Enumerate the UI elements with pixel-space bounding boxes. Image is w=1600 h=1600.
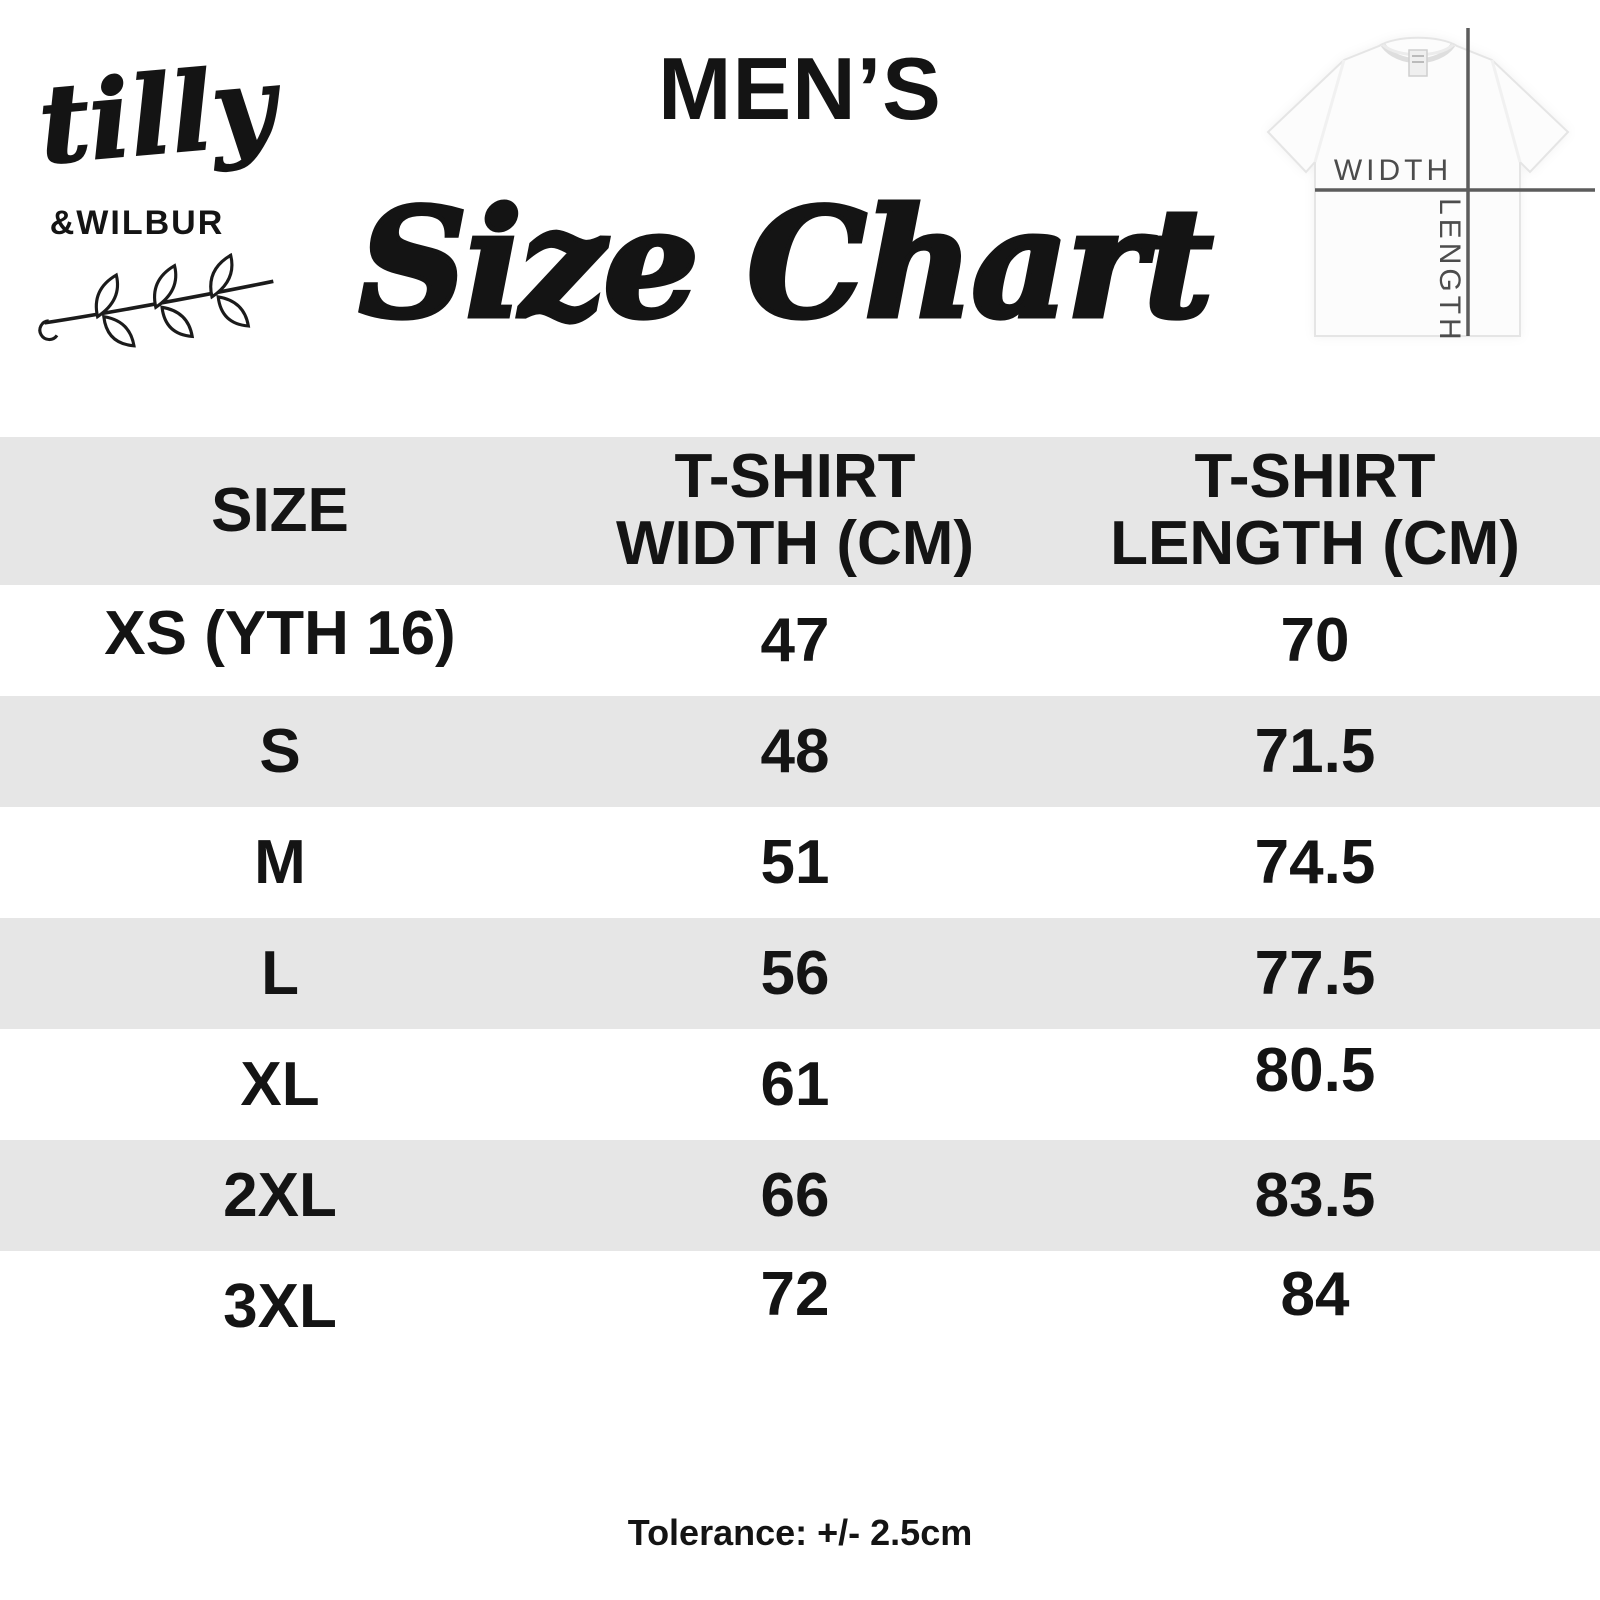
size-cell: 2XL <box>223 1161 337 1230</box>
table-row: L 56 77.5 <box>0 918 1600 1029</box>
size-table: SIZE T-SHIRT WIDTH (CM) T-SHIRT LENGTH (CM) … <box>0 437 1600 1362</box>
length-label: LENGTH <box>1433 198 1466 344</box>
measurement-lines: WIDTH LENGTH <box>1315 28 1595 344</box>
width-cell: 61 <box>760 1050 830 1119</box>
size-cell: L <box>261 939 299 1008</box>
length-cell: 70 <box>1280 606 1350 675</box>
width-cell: 66 <box>760 1161 830 1230</box>
table-header-row: SIZE T-SHIRT WIDTH (CM) T-SHIRT LENGTH (CM) <box>0 437 1600 585</box>
size-cell: 3XL <box>223 1272 337 1341</box>
size-cell: M <box>254 828 306 897</box>
table-row: XS (YTH 16) 47 70 <box>0 585 1600 696</box>
width-cell: 48 <box>760 717 830 786</box>
column-header: T-SHIRT WIDTH (CM) <box>615 442 975 578</box>
tshirt-diagram: WIDTH LENGTH <box>1238 20 1598 350</box>
size-cell: XL <box>240 1050 320 1119</box>
width-cell: 56 <box>760 939 830 1008</box>
width-cell: 47 <box>760 606 830 675</box>
table-row: 3XL 72 84 <box>0 1251 1600 1362</box>
tolerance-note: Tolerance: +/- 2.5cm <box>627 1512 973 1553</box>
laurel-branch-icon <box>38 252 274 348</box>
table-row: M 51 74.5 <box>0 807 1600 918</box>
length-cell: 71.5 <box>1254 717 1376 786</box>
size-cell: S <box>259 717 301 786</box>
length-cell: 84 <box>1280 1260 1350 1329</box>
category-title: MEN’S <box>658 39 942 138</box>
size-cell: XS (YTH 16) <box>104 599 456 668</box>
length-cell: 74.5 <box>1254 828 1376 897</box>
length-cell: 77.5 <box>1254 939 1376 1008</box>
length-cell: 83.5 <box>1254 1161 1376 1230</box>
table-body: XS (YTH 16) 47 70 S 48 71.5 M 51 74.5 L 56 77.5 XL 61… <box>0 585 1600 1362</box>
table-row: XL 61 80.5 <box>0 1029 1600 1140</box>
brand-logo: tilly &WILBUR <box>22 42 302 348</box>
table-row: 2XL 66 83.5 <box>0 1140 1600 1251</box>
width-cell: 72 <box>760 1260 830 1329</box>
width-cell: 51 <box>760 828 830 897</box>
table-row: S 48 71.5 <box>0 696 1600 807</box>
length-cell: 80.5 <box>1254 1036 1376 1105</box>
page-title: Size Chart <box>356 176 1215 352</box>
tshirt-photo <box>1266 36 1570 337</box>
width-label: WIDTH <box>1334 154 1452 187</box>
column-header: T-SHIRT LENGTH (CM) <box>1110 442 1520 578</box>
column-header: SIZE <box>211 475 349 545</box>
brand-name-caps: &WILBUR <box>49 204 225 242</box>
